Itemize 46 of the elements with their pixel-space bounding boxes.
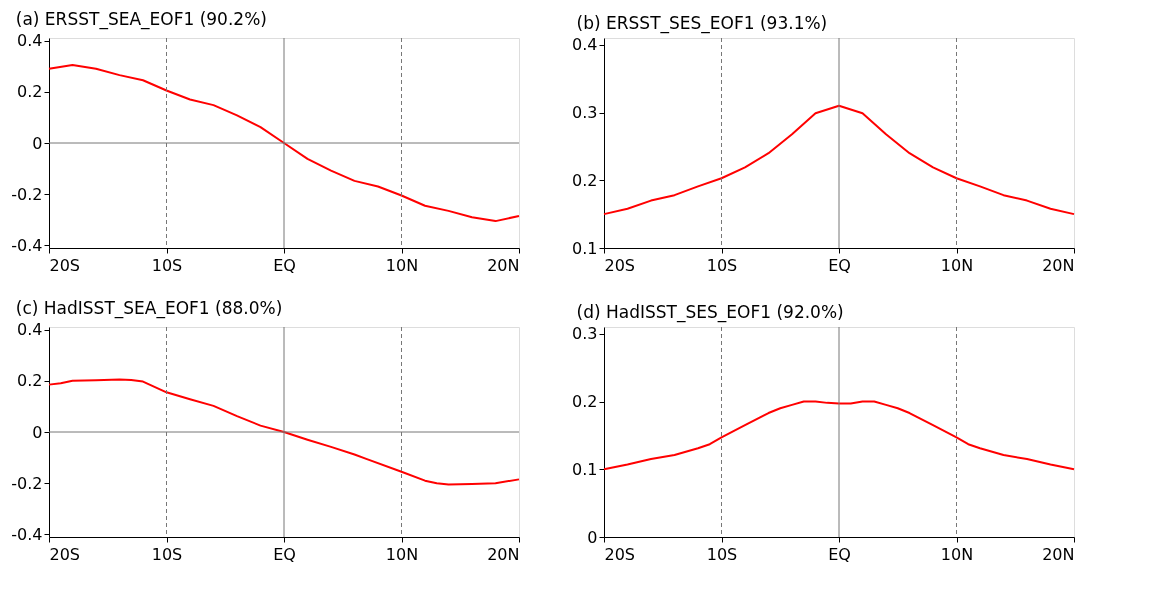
x-tick-label: EQ — [273, 255, 296, 275]
line-series — [603, 400, 1075, 471]
y-tick-label: 0.4 — [17, 31, 43, 51]
y-tick-label: 0.1 — [572, 459, 598, 479]
y-tick-label: 0.1 — [572, 238, 598, 258]
x-tick-label: 20N — [487, 544, 520, 564]
x-tick-label: 10N — [940, 544, 974, 564]
x-tick-label: EQ — [828, 544, 851, 564]
y-tick-label: 0 — [32, 133, 43, 153]
x-tick-label: 20S — [604, 544, 636, 564]
y-tick-label: -0.4 — [11, 524, 43, 544]
x-tick-label: 10N — [940, 255, 974, 275]
x-tick-label: 10N — [385, 255, 419, 275]
y-tick-label: -0.2 — [11, 473, 43, 493]
y-tick-label: 0 — [587, 527, 598, 547]
x-tick-label: 10S — [151, 544, 183, 564]
y-tick-label: -0.2 — [11, 184, 43, 204]
y-tick-label: 0.2 — [17, 371, 43, 391]
x-tick-label: 10S — [706, 544, 738, 564]
x-tick-label: EQ — [828, 255, 851, 275]
chart-title: (c) HadISST_SEA_EOF1 (88.0%) — [15, 297, 283, 319]
x-tick-label: 20S — [49, 255, 81, 275]
x-tick-label: EQ — [273, 544, 296, 564]
y-tick-label: -0.4 — [11, 235, 43, 255]
x-tick-label: 20N — [1042, 255, 1075, 275]
y-tick-label: 0.3 — [572, 324, 598, 344]
chart-title: (b) ERSST_SES_EOF1 (93.1%) — [576, 12, 828, 34]
chart-title: (d) HadISST_SES_EOF1 (92.0%) — [576, 301, 844, 323]
x-tick-label: 20S — [604, 255, 636, 275]
x-tick-label: 10S — [706, 255, 738, 275]
y-tick-label: 0.4 — [17, 320, 43, 340]
chart-title: (a) ERSST_SEA_EOF1 (90.2%) — [15, 8, 267, 30]
x-tick-label: 20N — [1042, 544, 1075, 564]
x-tick-label: 20N — [487, 255, 520, 275]
x-tick-label: 10S — [151, 255, 183, 275]
y-tick-label: 0.2 — [572, 170, 598, 190]
y-tick-label: 0.2 — [17, 82, 43, 102]
y-tick-label: 0.2 — [572, 392, 598, 412]
line-series — [48, 63, 520, 223]
y-tick-label: 0.3 — [572, 103, 598, 123]
line-series — [603, 104, 1075, 216]
line-series — [48, 378, 520, 486]
x-tick-label: 10N — [385, 544, 419, 564]
y-tick-label: 0 — [32, 422, 43, 442]
y-tick-label: 0.4 — [572, 35, 598, 55]
x-tick-label: 20S — [49, 544, 81, 564]
